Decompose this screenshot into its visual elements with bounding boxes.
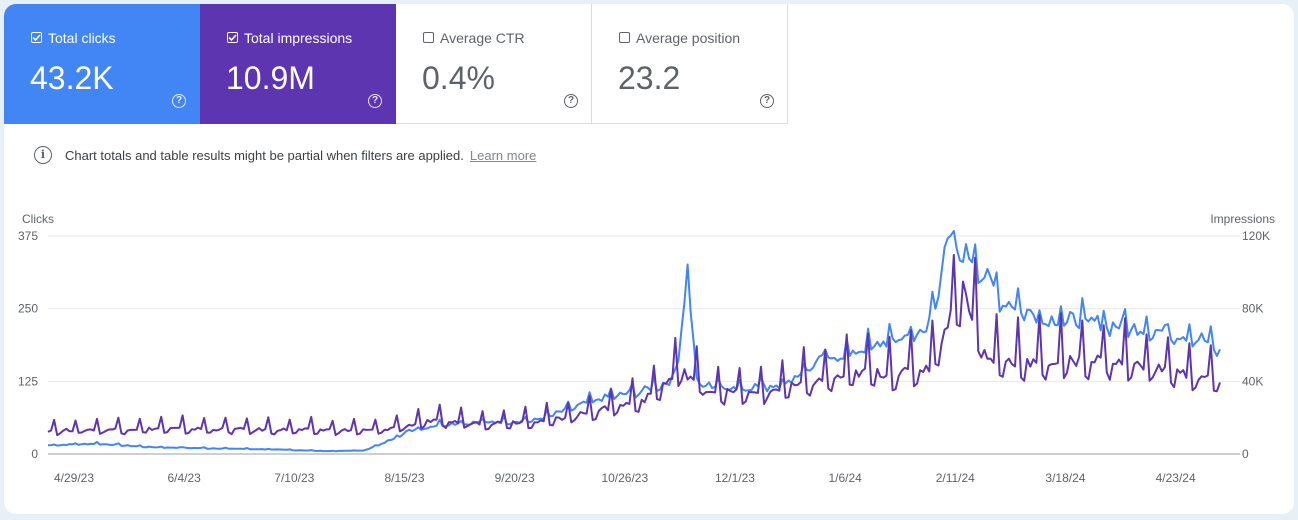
left-axis-tick: 250 (18, 302, 38, 316)
checkbox-checked-icon[interactable] (31, 32, 42, 43)
metric-value: 10.9M (226, 60, 315, 96)
info-banner: i Chart totals and table results might b… (34, 144, 536, 166)
metric-label: Average position (636, 30, 741, 46)
metric-tiles: Total clicks 43.2K ? Total impressions 1… (4, 4, 788, 124)
x-axis-tick: 9/20/23 (495, 471, 535, 485)
x-axis-tick: 7/10/23 (274, 471, 314, 485)
metric-tile-average-position[interactable]: Average position 23.2 ? (592, 4, 788, 124)
series-line-impressions (47, 253, 1221, 437)
metric-tile-total-impressions[interactable]: Total impressions 10.9M ? (200, 4, 396, 124)
x-axis-tick: 10/26/23 (601, 471, 648, 485)
x-axis-tick: 4/23/24 (1156, 471, 1196, 485)
metric-label: Total impressions (244, 30, 353, 46)
help-icon[interactable]: ? (564, 94, 578, 108)
x-axis-tick: 8/15/23 (384, 471, 424, 485)
right-axis-title: Impressions (1210, 212, 1275, 226)
x-axis-tick: 3/18/24 (1045, 471, 1085, 485)
metric-value: 0.4% (422, 60, 495, 96)
left-axis-title: Clicks (22, 212, 54, 226)
right-axis-tick: 80K (1242, 302, 1263, 316)
left-axis-tick: 375 (18, 229, 38, 243)
metric-value: 23.2 (618, 60, 681, 96)
checkbox-unchecked-icon[interactable] (619, 32, 630, 43)
metric-tile-average-ctr[interactable]: Average CTR 0.4% ? (396, 4, 592, 124)
help-icon[interactable]: ? (172, 94, 186, 108)
left-axis-tick: 125 (18, 374, 38, 388)
checkbox-checked-icon[interactable] (227, 32, 238, 43)
x-axis-tick: 6/4/23 (167, 471, 201, 485)
x-axis-tick: 2/11/24 (936, 471, 975, 485)
left-axis-tick: 0 (31, 447, 38, 461)
metric-label: Average CTR (440, 30, 525, 46)
metric-value: 43.2K (30, 60, 114, 96)
checkbox-unchecked-icon[interactable] (423, 32, 434, 43)
info-text: Chart totals and table results might be … (65, 147, 464, 163)
x-axis-tick: 12/1/23 (715, 471, 755, 485)
performance-chart: Clicks Impressions 0 125 250 375 0 40K 80K 120K… (18, 212, 1275, 485)
help-icon[interactable]: ? (760, 94, 774, 108)
learn-more-link[interactable]: Learn more (469, 147, 537, 163)
x-axis-tick: 1/6/24 (828, 471, 862, 485)
metric-tile-total-clicks[interactable]: Total clicks 43.2K ? (4, 4, 200, 124)
right-axis-tick: 40K (1242, 374, 1263, 388)
right-axis-tick: 120K (1242, 229, 1270, 243)
performance-card: Total clicks 43.2K ? Total impressions 1… (4, 4, 1294, 514)
right-axis-tick: 0 (1242, 447, 1249, 461)
metric-label: Total clicks (48, 30, 116, 46)
help-icon[interactable]: ? (368, 94, 382, 108)
x-axis-tick: 4/29/23 (54, 471, 94, 485)
series-line-clicks (47, 230, 1221, 453)
info-icon: i (34, 146, 52, 164)
